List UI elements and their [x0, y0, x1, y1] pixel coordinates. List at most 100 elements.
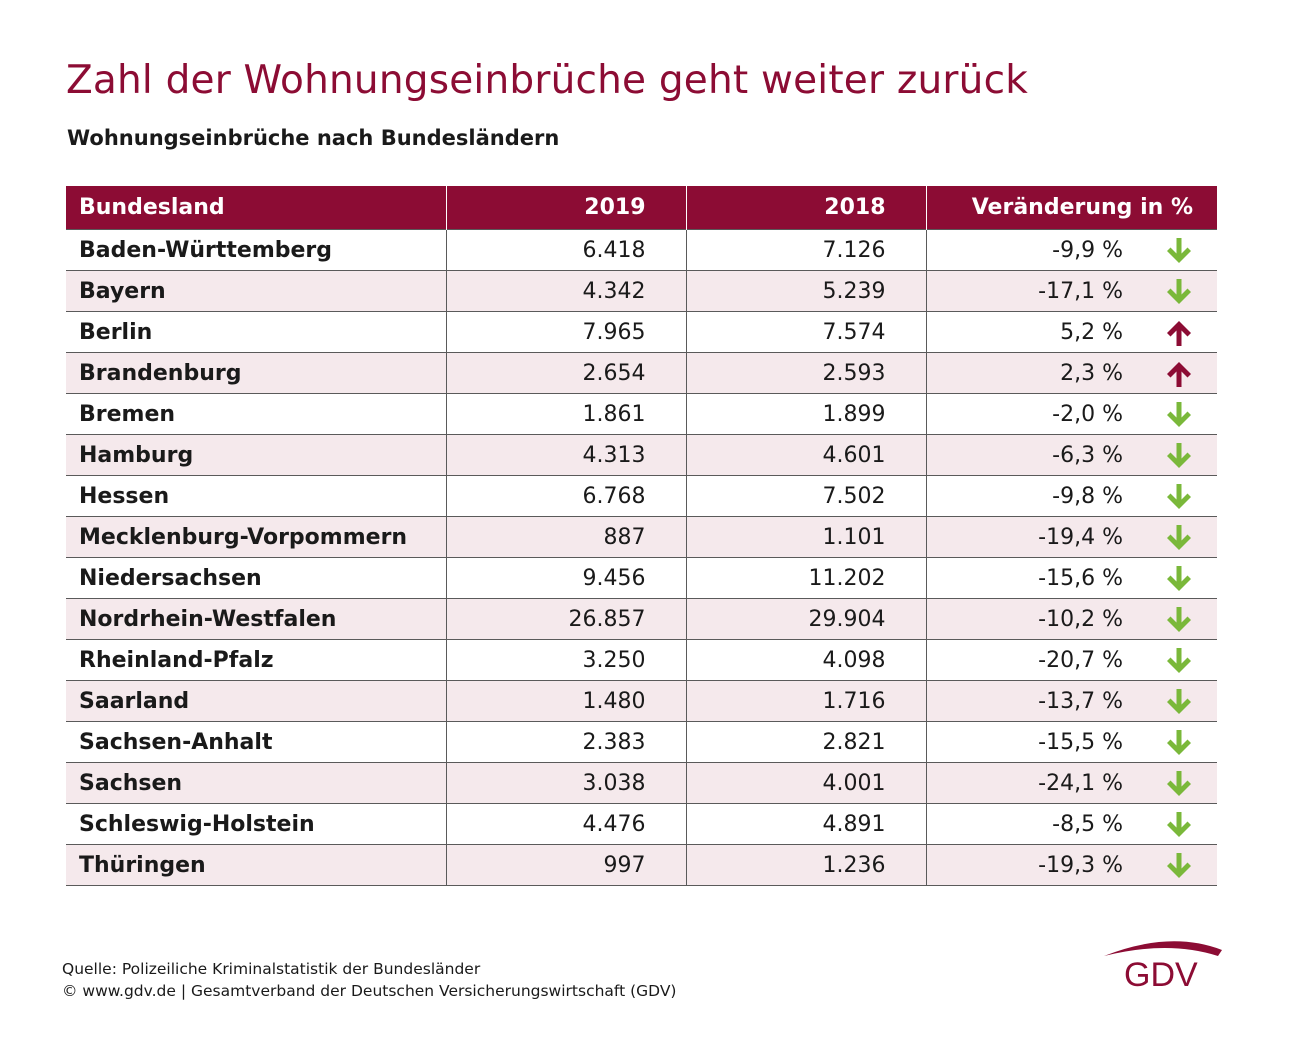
cell-2019: 4.313: [445, 434, 686, 476]
cell-change: 2,3 %: [925, 352, 1217, 394]
change-value: -19,3 %: [1038, 852, 1123, 878]
arrow-down-icon: [1167, 566, 1191, 591]
arrow-up-icon: [1167, 321, 1191, 346]
cell-2018: 11.202: [685, 557, 926, 599]
table-row: Thüringen 997 1.236 -19,3 %: [66, 844, 1217, 886]
cell-2019: 9.456: [445, 557, 686, 599]
cell-bundesland: Niedersachsen: [66, 557, 446, 599]
cell-2018: 7.502: [685, 475, 926, 517]
cell-change: -15,6 %: [925, 557, 1217, 599]
change-value: -19,4 %: [1038, 524, 1123, 550]
cell-change: 5,2 %: [925, 311, 1217, 353]
change-value: -20,7 %: [1038, 647, 1123, 673]
arrow-down-icon: [1167, 484, 1191, 509]
copyright-text: © www.gdv.de | Gesamtverband der Deutsch…: [62, 982, 677, 1000]
table-row: Niedersachsen 9.456 11.202 -15,6 %: [66, 557, 1217, 599]
arrow-down-icon: [1167, 853, 1191, 878]
cell-bundesland: Sachsen-Anhalt: [66, 721, 446, 763]
cell-2019: 887: [445, 516, 686, 558]
cell-change: -19,4 %: [925, 516, 1217, 558]
cell-2018: 4.001: [685, 762, 926, 804]
cell-2019: 1.480: [445, 680, 686, 722]
change-value: -13,7 %: [1038, 688, 1123, 714]
change-value: -15,5 %: [1038, 729, 1123, 755]
change-value: -9,8 %: [1052, 483, 1123, 509]
cell-2018: 1.899: [685, 393, 926, 435]
arrow-down-icon: [1167, 730, 1191, 755]
cell-bundesland: Thüringen: [66, 844, 446, 886]
table-row: Hamburg 4.313 4.601 -6,3 %: [66, 434, 1217, 476]
cell-change: -17,1 %: [925, 270, 1217, 312]
cell-bundesland: Schleswig-Holstein: [66, 803, 446, 845]
cell-2018: 2.821: [685, 721, 926, 763]
cell-2018: 7.574: [685, 311, 926, 353]
change-value: -2,0 %: [1052, 401, 1123, 427]
arrow-down-icon: [1167, 607, 1191, 632]
cell-2018: 4.891: [685, 803, 926, 845]
cell-2019: 2.383: [445, 721, 686, 763]
arrow-down-icon: [1167, 443, 1191, 468]
table-row: Sachsen-Anhalt 2.383 2.821 -15,5 %: [66, 721, 1217, 763]
cell-bundesland: Mecklenburg-Vorpommern: [66, 516, 446, 558]
source-note: Quelle: Polizeiliche Kriminalstatistik d…: [62, 958, 676, 1002]
cell-bundesland: Hessen: [66, 475, 446, 517]
cell-change: -10,2 %: [925, 598, 1217, 640]
cell-change: -9,8 %: [925, 475, 1217, 517]
arrow-down-icon: [1167, 279, 1191, 304]
cell-bundesland: Brandenburg: [66, 352, 446, 394]
table-row: Hessen 6.768 7.502 -9,8 %: [66, 475, 1217, 517]
arrow-down-icon: [1167, 525, 1191, 550]
table-row: Saarland 1.480 1.716 -13,7 %: [66, 680, 1217, 722]
cell-change: -13,7 %: [925, 680, 1217, 722]
table-row: Mecklenburg-Vorpommern 887 1.101 -19,4 %: [66, 516, 1217, 558]
cell-2019: 7.965: [445, 311, 686, 353]
column-header-2019: 2019: [445, 186, 686, 230]
logo-text: GDV: [1124, 956, 1198, 994]
change-value: -15,6 %: [1038, 565, 1123, 591]
cell-2019: 997: [445, 844, 686, 886]
cell-change: -2,0 %: [925, 393, 1217, 435]
table-header-row: Bundesland 2019 2018 Veränderung in %: [66, 186, 1217, 230]
table-row: Rheinland-Pfalz 3.250 4.098 -20,7 %: [66, 639, 1217, 681]
table-row: Berlin 7.965 7.574 5,2 %: [66, 311, 1217, 353]
page-title: Zahl der Wohnungseinbrüche geht weiter z…: [66, 58, 1029, 103]
change-value: -24,1 %: [1038, 770, 1123, 796]
cell-2018: 1.101: [685, 516, 926, 558]
cell-bundesland: Saarland: [66, 680, 446, 722]
cell-change: -15,5 %: [925, 721, 1217, 763]
cell-bundesland: Berlin: [66, 311, 446, 353]
table-row: Baden-Württemberg 6.418 7.126 -9,9 %: [66, 229, 1217, 271]
cell-2018: 29.904: [685, 598, 926, 640]
cell-2019: 6.768: [445, 475, 686, 517]
change-value: -9,9 %: [1052, 237, 1123, 263]
change-value: 5,2 %: [1060, 319, 1123, 345]
cell-bundesland: Bayern: [66, 270, 446, 312]
cell-2018: 7.126: [685, 229, 926, 271]
cell-bundesland: Bremen: [66, 393, 446, 435]
arrow-down-icon: [1167, 402, 1191, 427]
cell-bundesland: Nordrhein-Westfalen: [66, 598, 446, 640]
cell-change: -9,9 %: [925, 229, 1217, 271]
column-header-2018: 2018: [685, 186, 926, 230]
column-header-change: Veränderung in %: [925, 186, 1217, 230]
cell-2018: 4.601: [685, 434, 926, 476]
arrow-down-icon: [1167, 771, 1191, 796]
cell-2019: 1.861: [445, 393, 686, 435]
cell-2019: 4.476: [445, 803, 686, 845]
table-row: Sachsen 3.038 4.001 -24,1 %: [66, 762, 1217, 804]
arrow-down-icon: [1167, 689, 1191, 714]
cell-2019: 3.038: [445, 762, 686, 804]
cell-bundesland: Sachsen: [66, 762, 446, 804]
table-row: Schleswig-Holstein 4.476 4.891 -8,5 %: [66, 803, 1217, 845]
table-row: Bremen 1.861 1.899 -2,0 %: [66, 393, 1217, 435]
cell-change: -8,5 %: [925, 803, 1217, 845]
arrow-up-icon: [1167, 362, 1191, 387]
change-value: -17,1 %: [1038, 278, 1123, 304]
column-header-bundesland: Bundesland: [66, 186, 446, 230]
change-value: -6,3 %: [1052, 442, 1123, 468]
source-text: Quelle: Polizeiliche Kriminalstatistik d…: [62, 960, 481, 978]
cell-2019: 6.418: [445, 229, 686, 271]
cell-2019: 26.857: [445, 598, 686, 640]
cell-change: -6,3 %: [925, 434, 1217, 476]
cell-change: -19,3 %: [925, 844, 1217, 886]
